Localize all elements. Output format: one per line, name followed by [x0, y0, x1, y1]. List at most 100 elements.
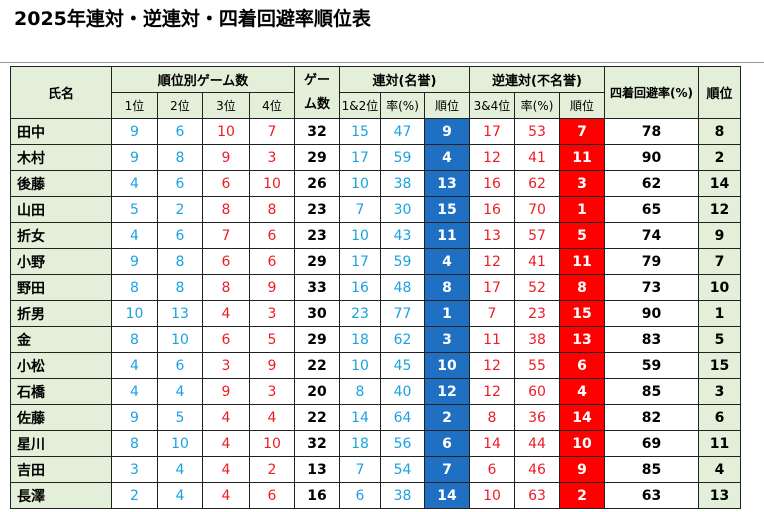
gyaku-count: 12 — [469, 144, 515, 171]
final-rank: 11 — [698, 430, 741, 457]
header-rentai-count: 1&2位 — [339, 92, 381, 119]
rank2-count: 4 — [157, 482, 203, 509]
final-rank: 5 — [698, 326, 741, 353]
games-count: 33 — [294, 274, 340, 301]
header-r3: 3位 — [202, 92, 250, 119]
rentai-rank: 13 — [424, 170, 470, 197]
rentai-rate: 56 — [380, 430, 425, 457]
header-gyaku-count: 3&4位 — [469, 92, 515, 119]
rentai-count: 10 — [339, 352, 381, 379]
games-count: 13 — [294, 456, 340, 483]
header-name: 氏名 — [10, 66, 112, 119]
avoid-rate: 79 — [604, 248, 699, 275]
gyaku-rank: 13 — [559, 326, 605, 353]
rank4-count: 3 — [249, 378, 295, 405]
rank2-count: 6 — [157, 170, 203, 197]
games-count: 32 — [294, 118, 340, 145]
rank2-count: 8 — [157, 144, 203, 171]
games-count: 30 — [294, 300, 340, 327]
final-rank: 6 — [698, 404, 741, 431]
rentai-rank: 3 — [424, 326, 470, 353]
rentai-rank: 10 — [424, 352, 470, 379]
header-rentai-rank: 順位 — [424, 92, 470, 119]
rank2-count: 6 — [157, 222, 203, 249]
header-r2: 2位 — [157, 92, 203, 119]
player-name: 小野 — [10, 248, 112, 275]
header-games: ゲー ム数 — [294, 66, 340, 119]
header-avoid-rate: 四着回避率(%) — [604, 66, 699, 119]
rentai-rank: 6 — [424, 430, 470, 457]
rentai-count: 16 — [339, 274, 381, 301]
rank3-count: 8 — [202, 274, 250, 301]
rentai-rank: 15 — [424, 196, 470, 223]
rentai-rank: 12 — [424, 378, 470, 405]
table-row: 田中 9 6 10 7 32 15 47 9 17 53 7 78 8 — [10, 118, 741, 145]
rentai-count: 10 — [339, 170, 381, 197]
gyaku-rank: 11 — [559, 144, 605, 171]
gyaku-count: 16 — [469, 170, 515, 197]
rank4-count: 5 — [249, 326, 295, 353]
gyaku-count: 11 — [469, 326, 515, 353]
rank2-count: 10 — [157, 430, 203, 457]
gyaku-rate: 41 — [514, 248, 560, 275]
gyaku-rank: 8 — [559, 274, 605, 301]
rank3-count: 9 — [202, 378, 250, 405]
table-row: 後藤 4 6 6 10 26 10 38 13 16 62 3 62 14 — [10, 170, 741, 197]
avoid-rate: 82 — [604, 404, 699, 431]
final-rank: 4 — [698, 456, 741, 483]
final-rank: 13 — [698, 482, 741, 509]
gyaku-rank: 5 — [559, 222, 605, 249]
rank1-count: 4 — [111, 170, 158, 197]
rank1-count: 4 — [111, 352, 158, 379]
rentai-rank: 9 — [424, 118, 470, 145]
rank4-count: 6 — [249, 248, 295, 275]
gyaku-rate: 36 — [514, 404, 560, 431]
avoid-rate: 90 — [604, 300, 699, 327]
rentai-count: 18 — [339, 430, 381, 457]
rentai-rank: 8 — [424, 274, 470, 301]
header-games-top: ゲー — [303, 72, 330, 88]
games-count: 22 — [294, 352, 340, 379]
games-count: 32 — [294, 430, 340, 457]
avoid-rate: 62 — [604, 170, 699, 197]
gyaku-count: 12 — [469, 248, 515, 275]
games-count: 23 — [294, 222, 340, 249]
gyaku-rank: 6 — [559, 352, 605, 379]
gyaku-rate: 38 — [514, 326, 560, 353]
rentai-rank: 7 — [424, 456, 470, 483]
rank3-count: 4 — [202, 404, 250, 431]
page-title: 2025年連対・逆連対・四着回避率順位表 — [14, 8, 371, 30]
rank4-count: 8 — [249, 196, 295, 223]
rentai-rate: 59 — [380, 144, 425, 171]
rank1-count: 4 — [111, 378, 158, 405]
avoid-rate: 65 — [604, 196, 699, 223]
gyaku-rate: 57 — [514, 222, 560, 249]
gyaku-rate: 52 — [514, 274, 560, 301]
gyaku-rank: 11 — [559, 248, 605, 275]
rentai-count: 15 — [339, 118, 381, 145]
rentai-rate: 45 — [380, 352, 425, 379]
rentai-count: 7 — [339, 196, 381, 223]
games-count: 29 — [294, 248, 340, 275]
rank1-count: 2 — [111, 482, 158, 509]
final-rank: 3 — [698, 378, 741, 405]
rank4-count: 7 — [249, 118, 295, 145]
games-count: 16 — [294, 482, 340, 509]
final-rank: 8 — [698, 118, 741, 145]
gyaku-rate: 46 — [514, 456, 560, 483]
final-rank: 15 — [698, 352, 741, 379]
rank2-count: 10 — [157, 326, 203, 353]
player-name: 野田 — [10, 274, 112, 301]
rank3-count: 3 — [202, 352, 250, 379]
gyaku-rate: 55 — [514, 352, 560, 379]
table-row: 折男 10 13 4 3 30 23 77 1 7 23 15 90 1 — [10, 300, 741, 327]
rank3-count: 6 — [202, 248, 250, 275]
final-rank: 14 — [698, 170, 741, 197]
rank3-count: 4 — [202, 300, 250, 327]
rank1-count: 9 — [111, 404, 158, 431]
rentai-rate: 62 — [380, 326, 425, 353]
gyaku-count: 17 — [469, 274, 515, 301]
rentai-rate: 43 — [380, 222, 425, 249]
rank3-count: 6 — [202, 170, 250, 197]
header-gyaku-rank: 順位 — [559, 92, 605, 119]
